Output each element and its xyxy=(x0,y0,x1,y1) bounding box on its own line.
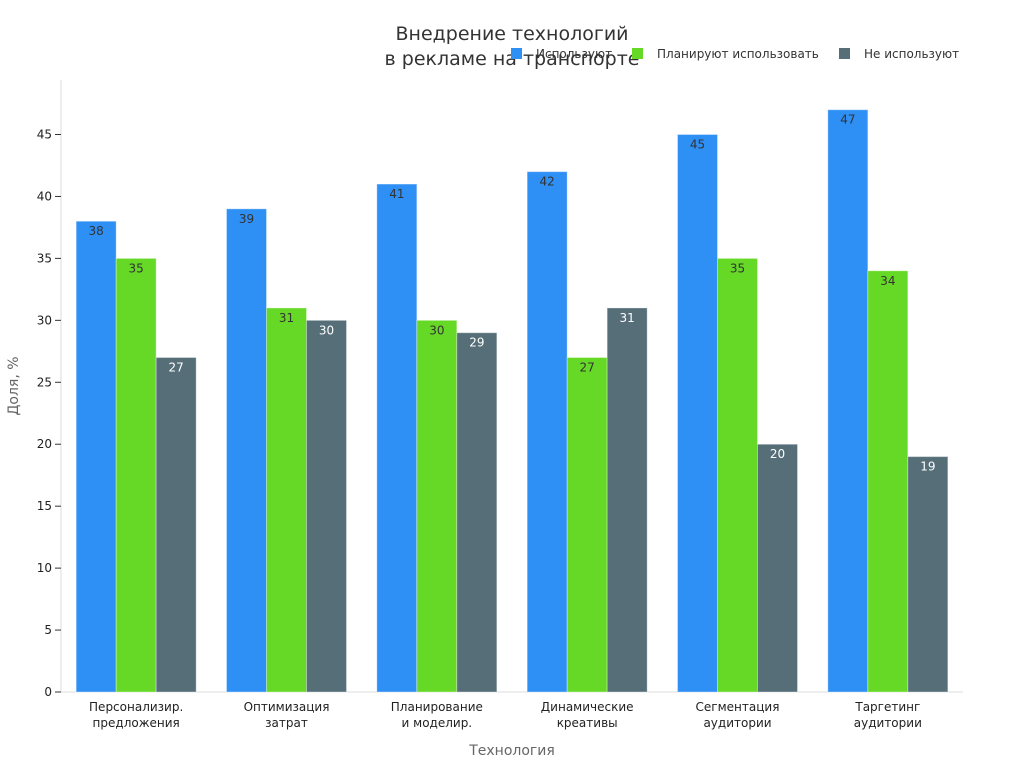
data-label: 30 xyxy=(429,323,444,337)
bar xyxy=(115,257,157,693)
y-tick-label: 30 xyxy=(37,313,52,327)
y-tick-label: 45 xyxy=(37,128,52,142)
legend-swatch xyxy=(511,48,522,59)
data-label: 31 xyxy=(279,311,294,325)
axes: 0 5 10 15 20 25 30 35 40 45 Персонализир. предложен… xyxy=(6,80,963,759)
legend-label: Используют xyxy=(536,47,612,61)
data-label: 45 xyxy=(690,138,705,152)
data-label: 31 xyxy=(620,311,635,325)
bar xyxy=(526,171,568,693)
data-label: 35 xyxy=(129,261,144,275)
legend-label: Планируют использовать xyxy=(657,47,819,61)
bar xyxy=(75,220,117,693)
y-axis-title: Доля, % xyxy=(6,356,22,415)
x-axis-title: Технология xyxy=(468,743,555,759)
data-label: 39 xyxy=(239,212,254,226)
y-tick-label: 20 xyxy=(37,437,52,451)
bar xyxy=(827,109,869,693)
bar xyxy=(266,307,307,693)
bar xyxy=(226,208,267,693)
bar xyxy=(456,332,498,693)
data-label: 30 xyxy=(319,323,334,337)
data-label: 27 xyxy=(580,361,595,375)
bar xyxy=(306,319,347,693)
x-tick-label: Таргетинг аудитории xyxy=(854,700,922,730)
y-tick-label: 5 xyxy=(44,623,52,637)
legend: Используют Планируют использовать Не испол… xyxy=(511,47,959,61)
data-label: 34 xyxy=(880,274,895,288)
data-label: 38 xyxy=(89,224,104,238)
x-tick-label: Динамические креативы xyxy=(541,700,634,730)
data-label: 20 xyxy=(770,447,785,461)
y-tick-label: 40 xyxy=(37,189,52,203)
y-tick-label: 25 xyxy=(37,375,52,389)
y-tick-label: 10 xyxy=(37,561,52,575)
data-label: 19 xyxy=(920,460,935,474)
y-tick-label: 15 xyxy=(37,499,52,513)
chart-title-line: Внедрение технологий xyxy=(395,23,628,45)
bar xyxy=(867,270,909,693)
bar xyxy=(566,357,608,693)
data-label: 41 xyxy=(389,187,404,201)
legend-label: Не используют xyxy=(864,47,959,61)
legend-swatch xyxy=(839,48,850,59)
bar xyxy=(416,319,458,693)
bars xyxy=(75,109,949,693)
bar xyxy=(757,443,798,693)
bar xyxy=(606,307,648,693)
bar xyxy=(155,357,197,693)
data-label: 27 xyxy=(169,361,184,375)
bar xyxy=(376,183,418,693)
data-label: 42 xyxy=(540,175,555,189)
x-tick-label: Сегментация аудитории xyxy=(696,700,780,730)
bar xyxy=(677,134,718,693)
y-tick-label: 35 xyxy=(37,251,52,265)
data-label: 35 xyxy=(730,261,745,275)
data-label: 47 xyxy=(840,113,855,127)
data-label: 29 xyxy=(469,336,484,350)
x-tick-label: Планирование и моделир. xyxy=(391,700,483,730)
bar xyxy=(907,456,949,693)
x-tick-label: Оптимизация затрат xyxy=(244,700,330,730)
x-tick-label: Персонализир. предложения xyxy=(89,700,183,730)
bar xyxy=(717,257,758,693)
data-labels: 38 35 27 39 31 30 41 30 29 42 27 31 45 35 20 47 34 19 xyxy=(89,113,936,474)
legend-swatch xyxy=(632,48,643,59)
y-tick-label: 0 xyxy=(44,685,52,699)
